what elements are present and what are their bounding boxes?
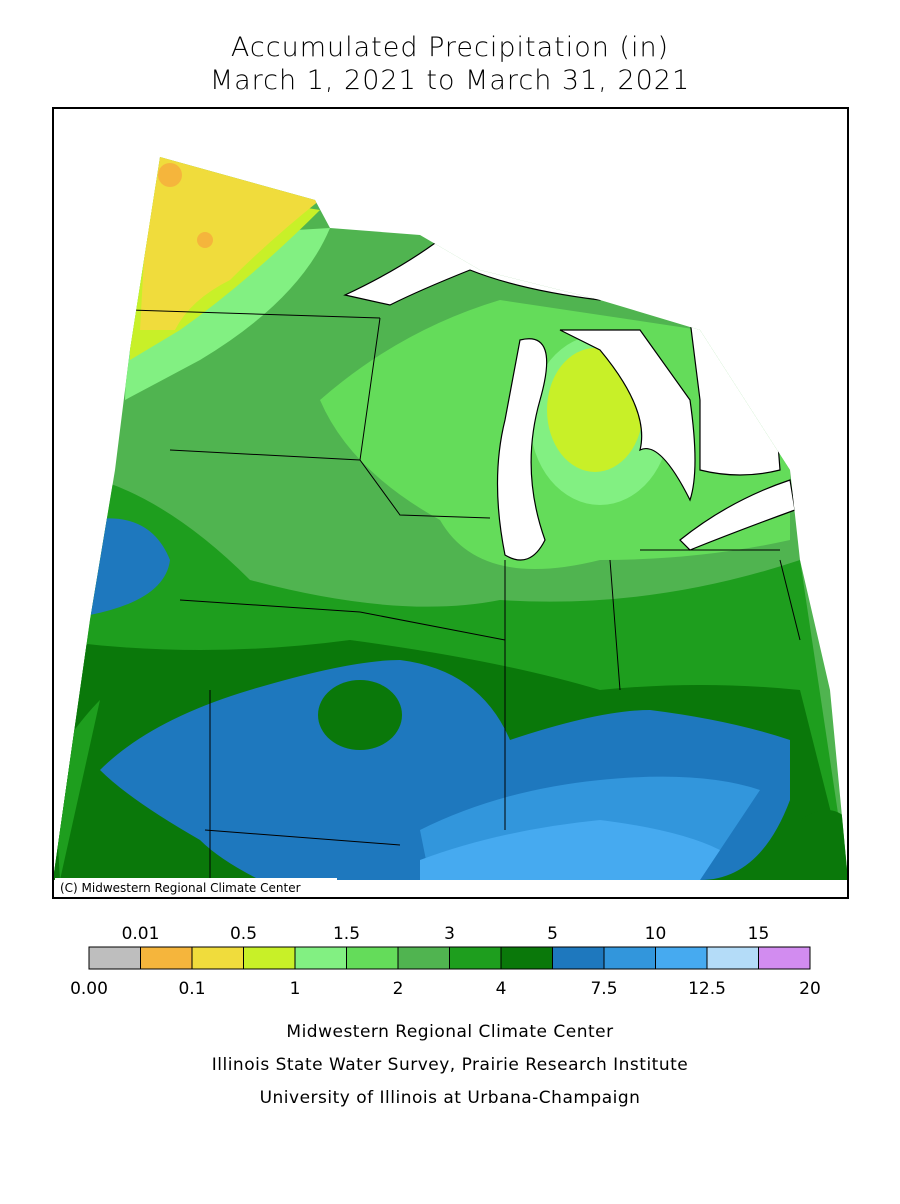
precip-map <box>53 157 848 880</box>
footer-line: Midwestern Regional Climate Center <box>286 1022 613 1042</box>
map-frame <box>52 107 849 899</box>
legend-swatch <box>397 946 450 970</box>
zone <box>158 163 182 187</box>
legend-label: 4 <box>496 979 507 999</box>
state-lines <box>129 309 801 880</box>
legend-swatch <box>758 946 811 970</box>
legend-swatch <box>706 946 759 970</box>
legend: 0.00 0.01 0.1 0.5 1 1.5 2 3 4 5 7.5 10 12.5 15 20 <box>70 924 821 999</box>
legend-label: 12.5 <box>688 979 726 999</box>
credit-box <box>55 878 337 897</box>
legend-swatch <box>346 946 399 970</box>
legend-label: 1 <box>290 979 301 999</box>
legend-swatch <box>294 946 347 970</box>
title-line: March 1, 2021 to March 31, 2021 <box>210 65 690 96</box>
zone <box>197 232 213 248</box>
title-line: Accumulated Precipitation (in) <box>231 32 669 63</box>
legend-label: 0.00 <box>70 979 108 999</box>
legend-swatch <box>140 946 193 970</box>
legend-label: 5 <box>547 924 558 944</box>
legend-swatch <box>88 946 141 970</box>
legend-label: 2 <box>393 979 404 999</box>
legend-swatch <box>603 946 656 970</box>
legend-swatch <box>191 946 244 970</box>
legend-label: 0.1 <box>178 979 205 999</box>
legend-label: 0.01 <box>122 924 160 944</box>
zone <box>318 680 402 750</box>
legend-swatch <box>449 946 502 970</box>
map-credit: (C) Midwestern Regional Climate Center <box>60 881 301 895</box>
footer-line: University of Illinois at Urbana-Champai… <box>260 1088 641 1108</box>
legend-label: 20 <box>799 979 821 999</box>
legend-swatch <box>552 946 605 970</box>
legend-label: 15 <box>748 924 770 944</box>
legend-label: 10 <box>645 924 667 944</box>
legend-label: 0.5 <box>230 924 257 944</box>
zone <box>140 157 320 330</box>
legend-swatch <box>500 946 553 970</box>
legend-swatch <box>655 946 708 970</box>
zone <box>420 820 720 880</box>
zone <box>90 518 170 615</box>
legend-swatch <box>243 946 296 970</box>
zone <box>800 810 848 880</box>
zone <box>547 348 643 472</box>
legend-label: 7.5 <box>590 979 617 999</box>
legend-label: 1.5 <box>333 924 360 944</box>
footer-line: Illinois State Water Survey, Prairie Res… <box>212 1055 688 1075</box>
legend-label: 3 <box>444 924 455 944</box>
